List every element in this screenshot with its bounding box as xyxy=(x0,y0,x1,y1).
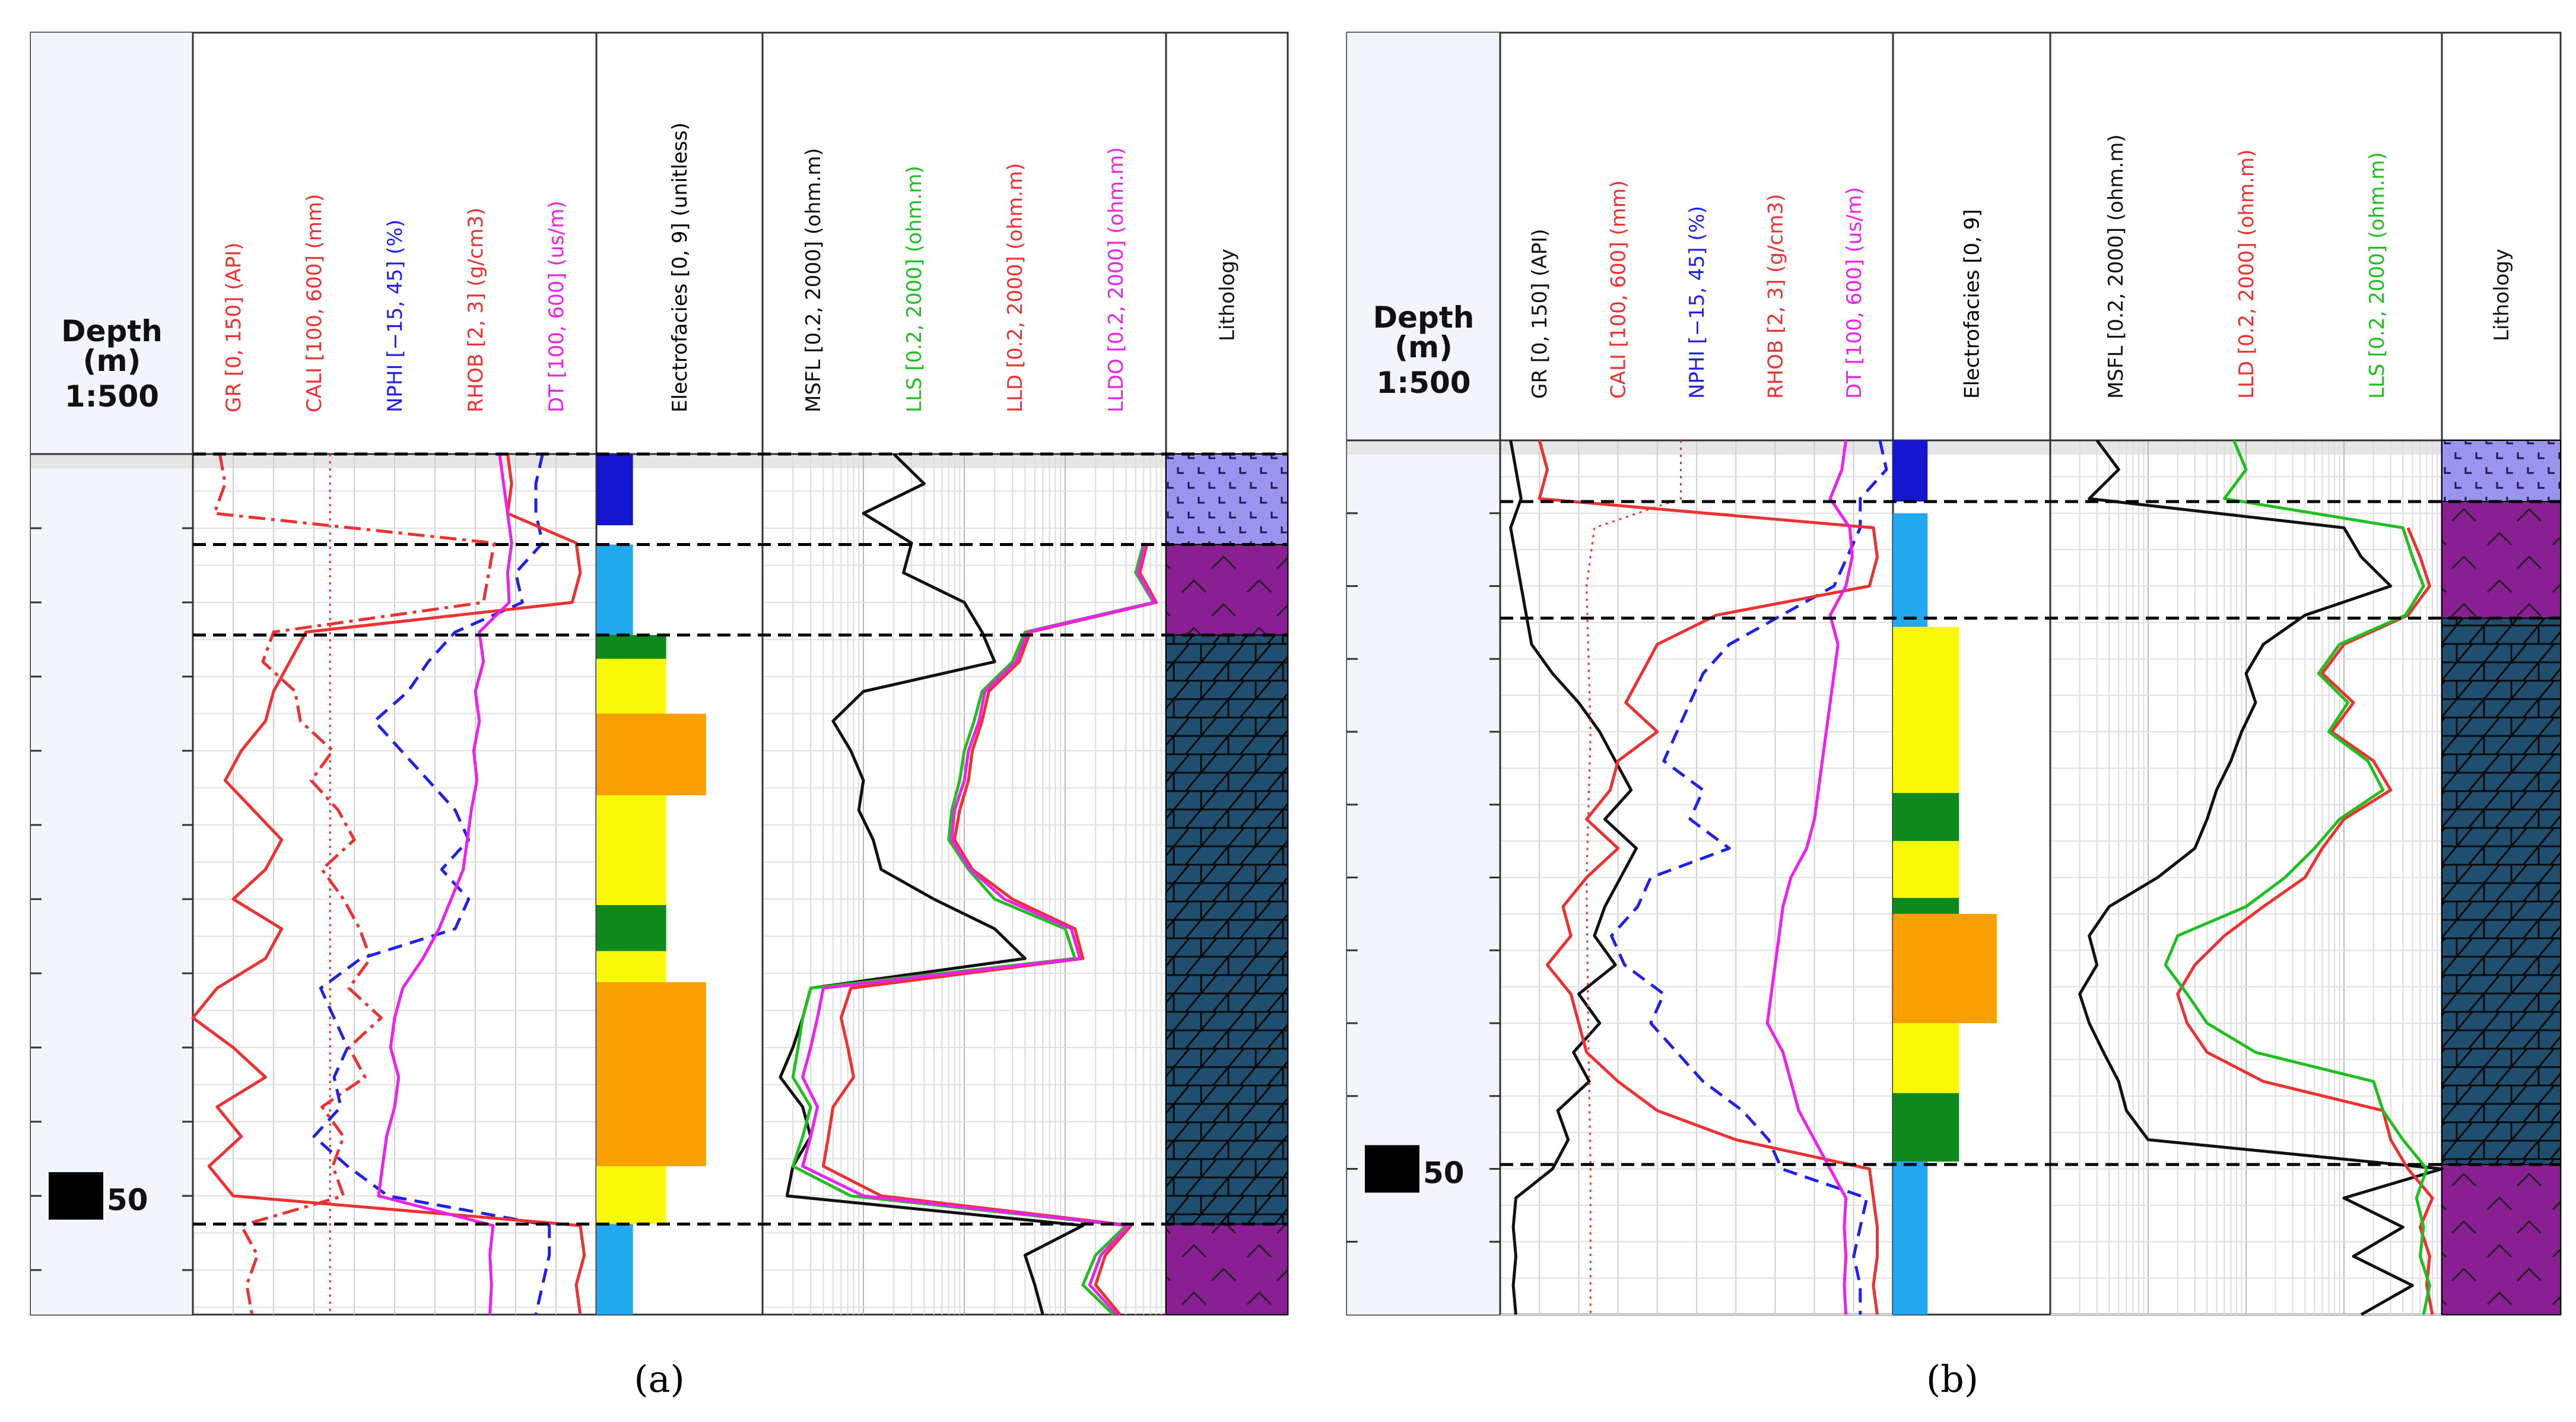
lithology-anhydrite xyxy=(1165,453,1288,545)
log-panel-B: Depth(m)1:500 50 GR [0, 150] (API) CALI [10… xyxy=(1346,31,2562,1316)
curve-header-LLS: LLS [0.2, 2000] (ohm.m) xyxy=(903,166,926,412)
curve-LLD xyxy=(821,542,1158,1316)
log-panel-A: Depth(m)1:500 50 GR [0, 150] (API) CALI [10… xyxy=(30,31,1289,1316)
facies-block xyxy=(1893,627,1959,793)
facies-block xyxy=(1893,793,1959,842)
depth-marker-box xyxy=(49,1172,103,1220)
curve-header-GR: GR [0, 150] (API) xyxy=(222,242,246,412)
curve-header-LLDO: LLDO [0.2, 2000] (ohm.m) xyxy=(1104,147,1128,412)
lithology-salt xyxy=(1165,544,1288,636)
facies-block xyxy=(596,659,666,714)
facies-block xyxy=(596,635,666,659)
curve-header-NPHI: NPHI [−15, 45] (%) xyxy=(1685,206,1709,399)
depth-header-unit: (m) xyxy=(83,344,141,378)
facies-block xyxy=(596,713,706,795)
depth-header-unit: (m) xyxy=(1395,330,1453,364)
facies-block xyxy=(1893,1093,1959,1162)
curve-MSFL xyxy=(779,453,1085,1315)
curve-MSFL xyxy=(2078,439,2444,1316)
sublabel-b: (b) xyxy=(1926,1357,1978,1401)
curve-header-lithology: Lithology xyxy=(2490,249,2514,341)
lithology-dolomite xyxy=(1165,634,1288,1225)
facies-block xyxy=(1893,841,1959,898)
depth-marker-box xyxy=(1365,1145,1419,1193)
facies-block xyxy=(596,1166,666,1224)
depth-marker-label: 50 xyxy=(107,1183,148,1217)
curve-header-LLD: LLD [0.2, 2000] (ohm.m) xyxy=(1003,163,1027,412)
depth-header-title: Depth xyxy=(1373,300,1475,335)
facies-block xyxy=(1893,1161,1928,1315)
depth-marker-label: 50 xyxy=(1423,1156,1465,1191)
curve-header-Electrofacies: Electrofacies [0, 9] xyxy=(1961,209,1984,399)
curve-header-GR: GR [0, 150] (API) xyxy=(1528,228,1552,399)
lithology-salt xyxy=(2441,1164,2561,1316)
depth-column-background xyxy=(1347,33,1500,1315)
curve-header-LLD: LLD [0.2, 2000] (ohm.m) xyxy=(2235,150,2259,399)
curve-header-DT: DT [100, 600] (us/m) xyxy=(545,201,568,412)
curve-NPHI xyxy=(312,453,551,1315)
curve-NPHI xyxy=(1610,440,1888,1315)
lithology-salt xyxy=(1165,1223,1288,1315)
curve-LLS xyxy=(791,542,1155,1316)
facies-block xyxy=(1893,513,1928,627)
curve-header-CALI: CALI [100, 600] (mm) xyxy=(303,194,326,412)
depth-header-title: Depth xyxy=(61,314,163,348)
facies-block xyxy=(1893,440,1928,502)
facies-block xyxy=(596,454,633,525)
lithology-dolomite xyxy=(2441,617,2561,1166)
lithology-anhydrite xyxy=(2441,440,2561,503)
curve-header-Electrofacies: Electrofacies [0, 9] (unitless) xyxy=(668,122,692,412)
curve-LLDO xyxy=(801,542,1157,1316)
sublabel-a: (a) xyxy=(634,1357,684,1401)
facies-block xyxy=(1893,913,1997,1023)
facies-block xyxy=(596,905,666,951)
lithology-salt xyxy=(2441,501,2561,619)
curve-header-RHOB: RHOB [2, 3] (g/cm3) xyxy=(464,208,488,412)
curve-GR xyxy=(1509,440,1638,1315)
curve-header-MSFL: MSFL [0.2, 2000] (ohm.m) xyxy=(2104,134,2128,399)
curve-header-CALI: CALI [100, 600] (mm) xyxy=(1607,180,1631,399)
curve-header-DT: DT [100, 600] (us/m) xyxy=(1843,187,1866,399)
facies-block xyxy=(1893,1023,1959,1093)
header-separator-band xyxy=(1347,440,2561,455)
curve-DT xyxy=(377,453,513,1315)
depth-column-background xyxy=(31,33,193,1315)
facies-block xyxy=(596,544,633,635)
curve-RHOB xyxy=(1538,440,1879,1315)
curve-DT xyxy=(1765,440,1854,1315)
facies-block xyxy=(596,795,666,905)
curve-header-NPHI: NPHI [−15, 45] (%) xyxy=(383,220,407,412)
curve-header-MSFL: MSFL [0.2, 2000] (ohm.m) xyxy=(802,148,825,412)
depth-header-scale: 1:500 xyxy=(65,379,159,414)
depth-header-scale: 1:500 xyxy=(1376,366,1470,400)
curve-CALI xyxy=(1586,440,1682,1315)
facies-block xyxy=(596,982,706,1166)
curve-GR xyxy=(212,453,496,1315)
curve-header-lithology: Lithology xyxy=(1216,249,1240,341)
facies-block xyxy=(596,1224,633,1315)
curve-LLS xyxy=(2164,440,2431,1315)
facies-block xyxy=(1893,897,1959,914)
curve-RHOB xyxy=(191,453,586,1315)
curve-header-LLS: LLS [0.2, 2000] (ohm.m) xyxy=(2365,152,2389,399)
facies-block xyxy=(596,951,666,982)
curve-header-RHOB: RHOB [2, 3] (g/cm3) xyxy=(1764,194,1787,399)
header-separator-band xyxy=(31,454,1288,468)
